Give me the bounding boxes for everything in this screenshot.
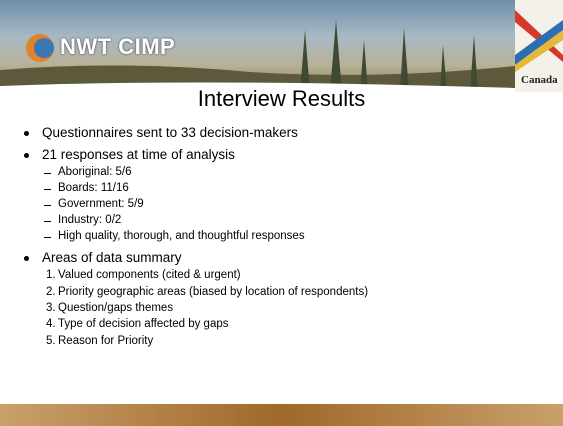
header-banner: NWT CIMP: [0, 0, 515, 92]
dash: [44, 189, 51, 190]
bullet-text: Areas of data summary: [42, 250, 182, 265]
dash: [44, 221, 51, 222]
sub-bullet-text: Government: 5/9: [58, 198, 144, 210]
government-wordmark: Canada: [515, 0, 563, 92]
sub-bullet-text: Industry: 0/2: [58, 214, 121, 226]
dash: [44, 205, 51, 206]
sub-bullet-text: Boards: 11/16: [58, 182, 129, 194]
dash: [44, 237, 51, 238]
numbered-item: Type of decision affected by gaps: [58, 318, 228, 330]
footer-band: [0, 404, 563, 426]
slide-title: Interview Results: [0, 86, 563, 112]
bullet: [24, 131, 29, 136]
item-number: 3.: [46, 302, 56, 314]
numbered-item: Reason for Priority: [58, 335, 153, 347]
item-number: 1.: [46, 269, 56, 281]
bullet-text: Questionnaires sent to 33 decision-maker…: [42, 125, 298, 140]
bullet: [24, 256, 29, 261]
bullet-text: 21 responses at time of analysis: [42, 147, 235, 162]
item-number: 5.: [46, 335, 56, 347]
slide: NWT CIMP Canada Interview Results Questi…: [0, 0, 563, 426]
wordmark-text: Canada: [521, 74, 558, 86]
bullet: [24, 153, 29, 158]
dash: [44, 173, 51, 174]
numbered-item: Priority geographic areas (biased by loc…: [58, 286, 368, 298]
numbered-item: Valued components (cited & urgent): [58, 269, 241, 281]
item-number: 2.: [46, 286, 56, 298]
sub-bullet-text: High quality, thorough, and thoughtful r…: [58, 230, 305, 242]
sub-bullet-text: Aboriginal: 5/6: [58, 166, 132, 178]
numbered-item: Question/gaps themes: [58, 302, 173, 314]
item-number: 4.: [46, 318, 56, 330]
logo-text: NWT CIMP: [60, 34, 175, 60]
